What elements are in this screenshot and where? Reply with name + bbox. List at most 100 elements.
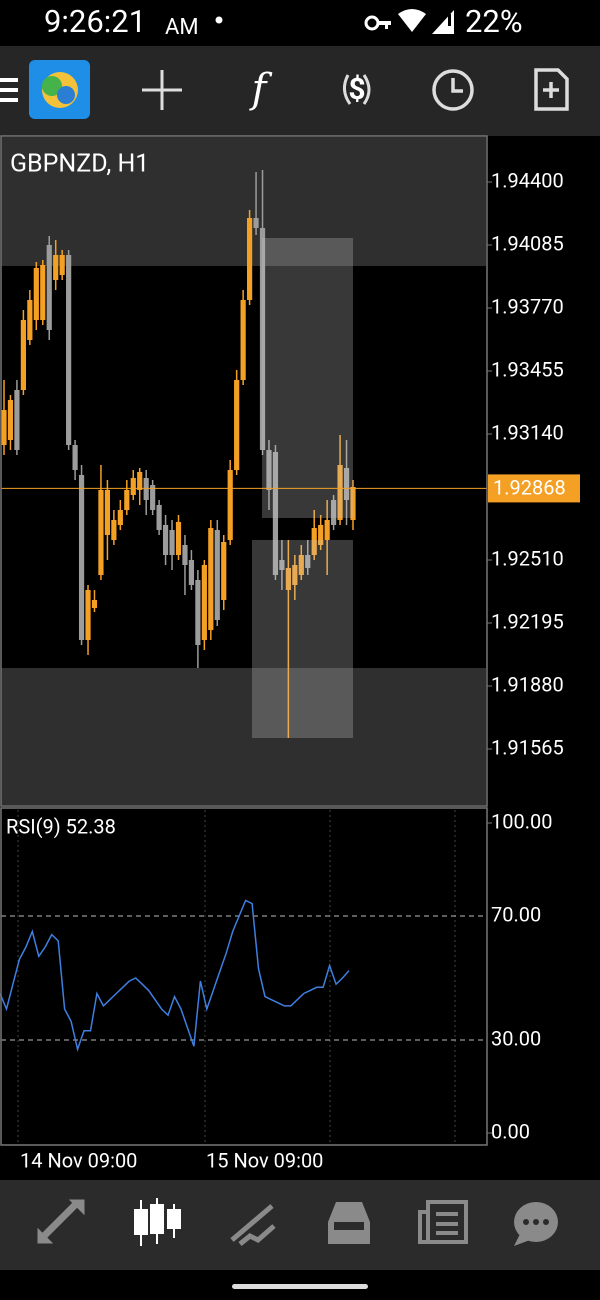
clock: 9:26:21 (44, 3, 146, 40)
new-order-button[interactable] (534, 68, 569, 111)
candle-body (343, 468, 350, 500)
y-tick-label: 1.93140 (491, 420, 564, 444)
status-bar (0, 0, 600, 46)
candle-body (59, 255, 65, 275)
candle-body (324, 520, 330, 540)
y-tick-label: 1.91880 (491, 672, 564, 696)
y-tick-label: 1.93455 (491, 357, 564, 381)
menu-button[interactable] (0, 78, 18, 102)
candle-body (331, 500, 337, 525)
candle-body (227, 470, 233, 540)
candles (1, 170, 356, 738)
chart-area[interactable] (0, 136, 487, 1145)
trade-tab[interactable] (230, 1204, 276, 1246)
candle-body (162, 525, 169, 555)
battery-level: 22% (465, 3, 523, 40)
candle-body (214, 530, 220, 620)
period-button[interactable] (432, 69, 474, 111)
y-tick-label: 30.00 (491, 1026, 541, 1050)
candle-body (182, 545, 188, 565)
rsi-line (0, 899, 350, 1053)
y-tick-label: 100.00 (491, 809, 552, 833)
history-tab[interactable] (328, 1202, 370, 1244)
candle-body (46, 245, 52, 330)
candle-body (33, 268, 39, 320)
candle-body (14, 390, 20, 450)
candle-body (266, 450, 272, 490)
y-tick-label: 1.94085 (491, 231, 564, 255)
candle-body (72, 445, 78, 470)
candle-body (298, 555, 304, 575)
candle-body (53, 255, 59, 280)
overlays (0, 487, 487, 1053)
candle-body (150, 485, 156, 510)
candle-body (7, 400, 14, 440)
candle-body (272, 452, 279, 575)
y-tick-label: 1.94400 (491, 168, 564, 192)
x-tick-label: 14 Nov 09:00 (20, 1148, 137, 1172)
candle-body (1, 410, 7, 445)
current-price-box (488, 474, 580, 503)
crosshair-button[interactable] (142, 70, 182, 110)
x-tick-label: 15 Nov 09:00 (206, 1148, 323, 1172)
candle-body (285, 568, 291, 590)
candle-body (27, 300, 33, 340)
candle-body (337, 465, 343, 520)
status-icons (364, 9, 454, 34)
candle-body (311, 528, 317, 555)
candle-body (156, 505, 162, 530)
range-box (262, 238, 353, 518)
clock-ampm: AM (165, 15, 199, 40)
y-tick-label: 70.00 (491, 902, 541, 926)
news-tab[interactable] (418, 1200, 468, 1244)
candle-body (111, 520, 117, 540)
svg-text:$: $ (348, 72, 365, 107)
app-logo[interactable] (29, 60, 90, 119)
candle-body (195, 580, 201, 645)
candle-body (66, 255, 72, 445)
candle-body (305, 555, 311, 568)
current-price-label: 1.92868 (493, 476, 566, 500)
candle-body (78, 475, 85, 640)
candle-body (124, 490, 130, 510)
candle-body (208, 528, 214, 630)
candle-body (259, 228, 266, 450)
candle-body (246, 218, 253, 300)
candle-body (234, 380, 240, 470)
bottom-nav (0, 1180, 600, 1270)
candle-body (40, 265, 46, 320)
y-tick-label: 1.93770 (491, 294, 564, 318)
y-tick-label: 1.91565 (491, 735, 564, 759)
candle-body (318, 525, 324, 545)
notification-dot (215, 16, 223, 24)
candle-body (279, 560, 285, 570)
candle-body (253, 218, 259, 228)
candle-body (85, 590, 91, 640)
chat-tab[interactable] (514, 1202, 558, 1246)
rsi-label: RSI(9) 52.38 (6, 814, 116, 838)
candle-body (91, 600, 98, 608)
candle-body (98, 490, 104, 575)
y-tick-label: 1.92195 (491, 609, 564, 633)
candle-body (117, 510, 123, 525)
vertical-grid (17, 810, 456, 1145)
rsi-pane (0, 808, 487, 1145)
candle-body (201, 565, 207, 640)
candle-body (292, 565, 298, 585)
candle-body (240, 300, 246, 380)
home-indicator[interactable] (232, 1284, 368, 1289)
trade-button[interactable]: $ (343, 72, 371, 107)
candle-body (188, 560, 195, 585)
chart-tab[interactable] (134, 1198, 181, 1246)
candle-body (175, 522, 182, 555)
toolbar (0, 46, 600, 136)
symbol-label: GBPNZD, H1 (10, 150, 149, 179)
quotes-tab[interactable] (37, 1199, 85, 1244)
range-boxes (252, 238, 353, 738)
pane-borders (0, 135, 488, 1146)
candle-body (221, 542, 227, 600)
supply-zone (1, 137, 486, 266)
candle-body (143, 478, 149, 500)
